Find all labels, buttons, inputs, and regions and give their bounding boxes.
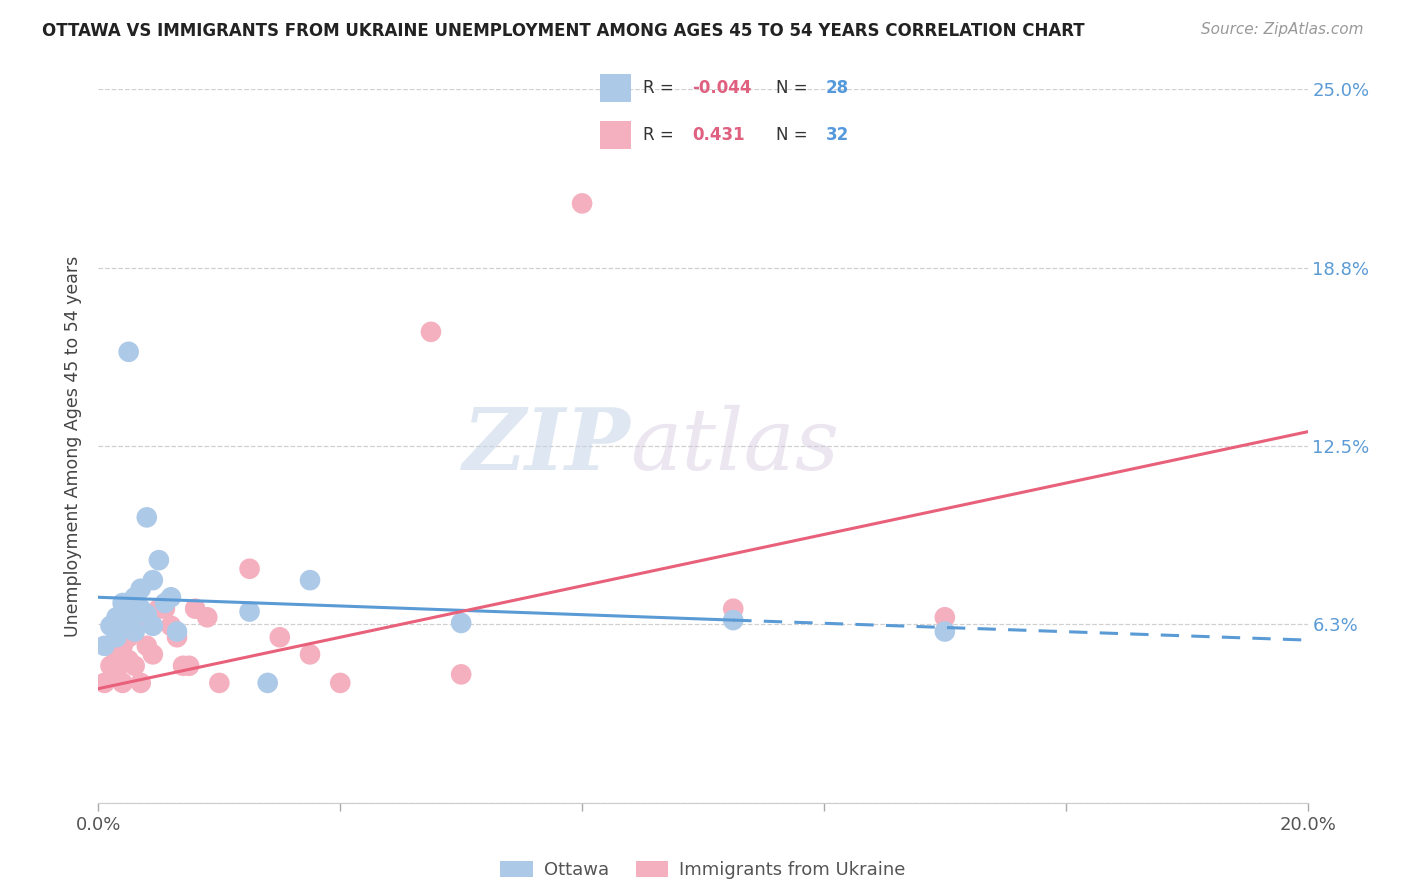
- Point: [142, 573, 165, 587]
- Point: [160, 591, 183, 605]
- Text: R =: R =: [643, 126, 679, 144]
- Point: [299, 648, 322, 662]
- Point: [450, 667, 472, 681]
- Point: [934, 610, 956, 624]
- Point: [129, 582, 152, 596]
- Point: [571, 196, 593, 211]
- Point: [208, 676, 231, 690]
- Text: N =: N =: [776, 79, 813, 97]
- Point: [153, 596, 176, 610]
- Point: [450, 615, 472, 630]
- Point: [124, 658, 146, 673]
- Point: [299, 573, 322, 587]
- Point: [153, 601, 176, 615]
- Point: [124, 619, 146, 633]
- Text: N =: N =: [776, 126, 813, 144]
- Point: [172, 658, 194, 673]
- Point: [105, 667, 128, 681]
- Point: [148, 553, 170, 567]
- Point: [184, 601, 207, 615]
- FancyBboxPatch shape: [600, 121, 631, 149]
- Point: [111, 676, 134, 690]
- Point: [111, 596, 134, 610]
- Point: [129, 676, 152, 690]
- Point: [118, 653, 141, 667]
- Point: [129, 610, 152, 624]
- Point: [111, 639, 134, 653]
- Legend: Ottawa, Immigrants from Ukraine: Ottawa, Immigrants from Ukraine: [494, 854, 912, 887]
- Point: [129, 601, 152, 615]
- Point: [239, 562, 262, 576]
- Point: [135, 607, 157, 622]
- Point: [195, 610, 218, 624]
- Point: [934, 624, 956, 639]
- Point: [160, 619, 183, 633]
- Text: ZIP: ZIP: [463, 404, 630, 488]
- Point: [723, 601, 745, 615]
- Point: [105, 610, 128, 624]
- Point: [105, 630, 128, 644]
- Text: Source: ZipAtlas.com: Source: ZipAtlas.com: [1201, 22, 1364, 37]
- Point: [93, 676, 115, 690]
- Text: 28: 28: [825, 79, 849, 97]
- Point: [256, 676, 278, 690]
- Point: [329, 676, 352, 690]
- Point: [166, 624, 188, 639]
- Text: atlas: atlas: [630, 405, 839, 487]
- Point: [135, 510, 157, 524]
- Point: [118, 344, 141, 359]
- Text: OTTAWA VS IMMIGRANTS FROM UKRAINE UNEMPLOYMENT AMONG AGES 45 TO 54 YEARS CORRELA: OTTAWA VS IMMIGRANTS FROM UKRAINE UNEMPL…: [42, 22, 1085, 40]
- Point: [118, 619, 141, 633]
- Point: [179, 658, 201, 673]
- Text: 0.431: 0.431: [693, 126, 745, 144]
- Point: [124, 624, 146, 639]
- Point: [124, 607, 146, 622]
- FancyBboxPatch shape: [600, 74, 631, 102]
- Point: [142, 648, 165, 662]
- Point: [100, 658, 122, 673]
- Point: [723, 613, 745, 627]
- Point: [118, 601, 141, 615]
- Y-axis label: Unemployment Among Ages 45 to 54 years: Unemployment Among Ages 45 to 54 years: [65, 255, 83, 637]
- Point: [142, 619, 165, 633]
- Point: [118, 630, 141, 644]
- Point: [105, 648, 128, 662]
- Point: [166, 630, 188, 644]
- Text: 32: 32: [825, 126, 849, 144]
- Point: [239, 605, 262, 619]
- Point: [124, 591, 146, 605]
- Point: [148, 601, 170, 615]
- Point: [111, 613, 134, 627]
- Text: -0.044: -0.044: [693, 79, 752, 97]
- Point: [269, 630, 291, 644]
- Point: [93, 639, 115, 653]
- Text: R =: R =: [643, 79, 679, 97]
- Point: [100, 619, 122, 633]
- Point: [135, 639, 157, 653]
- Point: [420, 325, 443, 339]
